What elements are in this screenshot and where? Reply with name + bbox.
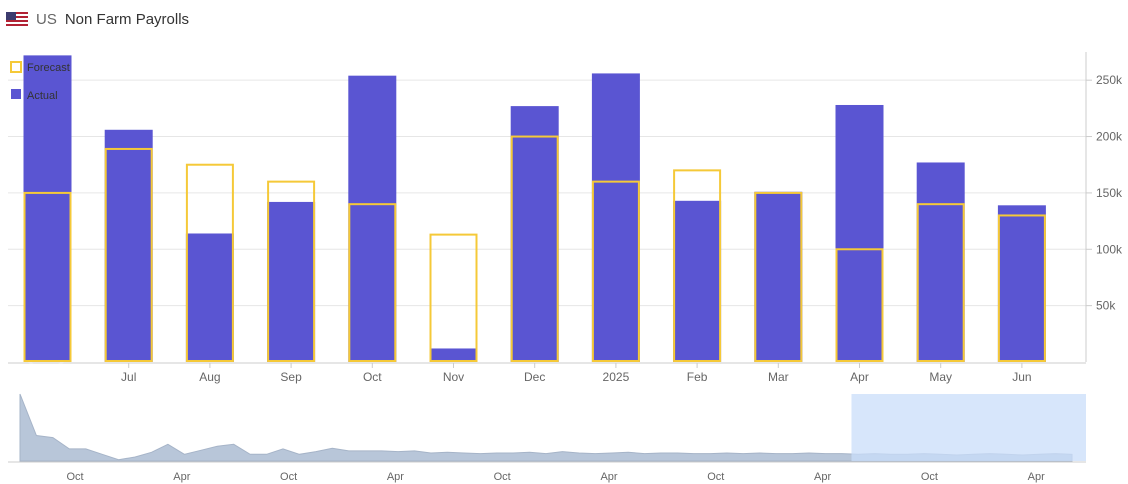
x-tick-label: Jun <box>1012 370 1031 384</box>
y-axis: 50k 100k 150k 200k 250k <box>1085 52 1123 362</box>
x-tick-label: Mar <box>768 370 789 384</box>
x-tick-label: Nov <box>443 370 464 384</box>
actual-bar[interactable] <box>673 200 722 362</box>
forecast-bar[interactable] <box>754 191 803 362</box>
actual-bar[interactable] <box>510 106 559 362</box>
actual-bar[interactable] <box>997 205 1046 362</box>
actual-bar[interactable] <box>348 75 397 362</box>
navigator-tick-label: Apr <box>173 471 190 483</box>
forecast-bar[interactable] <box>835 248 884 362</box>
x-tick-label: Feb <box>687 370 708 384</box>
navigator-tick-label: Oct <box>280 471 297 483</box>
x-tick-label: Sep <box>280 370 302 384</box>
forecast-bar[interactable] <box>23 191 72 362</box>
forecast-bar[interactable] <box>673 169 722 362</box>
forecast-bar[interactable] <box>997 214 1046 362</box>
navigator-tick-label: Apr <box>387 471 404 483</box>
actual-bar[interactable] <box>23 55 72 363</box>
navigator-tick-label: Apr <box>1028 471 1045 483</box>
x-tick-label: Apr <box>850 370 869 384</box>
navigator-selection[interactable] <box>851 394 1086 461</box>
navigator-tick-label: Apr <box>600 471 617 483</box>
forecast-bar[interactable] <box>591 180 640 362</box>
chart-title: Non Farm Payrolls <box>64 10 190 28</box>
bars-group <box>23 55 1046 363</box>
y-tick-label: 100k <box>1096 242 1123 256</box>
forecast-bar[interactable] <box>429 233 478 362</box>
legend-actual-label: Actual <box>27 90 58 102</box>
navigator-tick-label: Oct <box>921 471 938 483</box>
actual-bar[interactable] <box>591 73 640 362</box>
navigator-tick-label: Oct <box>66 471 83 483</box>
y-tick-label: 50k <box>1096 299 1116 313</box>
legend-actual-swatch <box>11 89 21 99</box>
x-tick-label: Oct <box>363 370 382 384</box>
actual-bar[interactable] <box>185 233 234 362</box>
y-tick-label: 250k <box>1096 73 1123 87</box>
country-label: US <box>36 10 57 28</box>
actual-bar[interactable] <box>916 162 965 362</box>
legend-forecast-label: Forecast <box>27 62 70 74</box>
x-tick-label: Aug <box>199 370 220 384</box>
legend-forecast-swatch <box>10 61 22 73</box>
actual-bar[interactable] <box>754 191 803 362</box>
x-tick-label: 2025 <box>603 370 630 384</box>
us-flag-icon <box>6 12 28 26</box>
x-tick-label: Jul <box>121 370 136 384</box>
legend: Forecast Actual <box>10 61 70 102</box>
forecast-bar[interactable] <box>348 203 397 362</box>
actual-bar[interactable] <box>429 348 478 362</box>
x-tick-label: Dec <box>524 370 545 384</box>
navigator-tick-label: Oct <box>707 471 724 483</box>
forecast-bar[interactable] <box>510 135 559 362</box>
chart-header: US Non Farm Payrolls <box>6 8 189 30</box>
actual-bar[interactable] <box>835 104 884 363</box>
forecast-bar[interactable] <box>185 163 234 362</box>
actual-bar[interactable] <box>267 201 316 362</box>
forecast-bar[interactable] <box>916 203 965 362</box>
x-axis: Jul Aug Sep Oct Nov Dec 2025 Feb Mar Apr May Jun <box>121 363 1032 384</box>
navigator-tick-label: Apr <box>814 471 831 483</box>
forecast-bar[interactable] <box>104 147 153 362</box>
y-tick-label: 200k <box>1096 130 1123 144</box>
forecast-bar[interactable] <box>267 180 316 362</box>
y-tick-label: 150k <box>1096 186 1123 200</box>
navigator[interactable]: Oct Apr Oct Apr Oct Apr Oct Apr Oct Apr <box>8 393 1086 483</box>
x-tick-label: May <box>929 370 952 384</box>
navigator-tick-label: Oct <box>494 471 511 483</box>
actual-bar[interactable] <box>104 129 153 362</box>
